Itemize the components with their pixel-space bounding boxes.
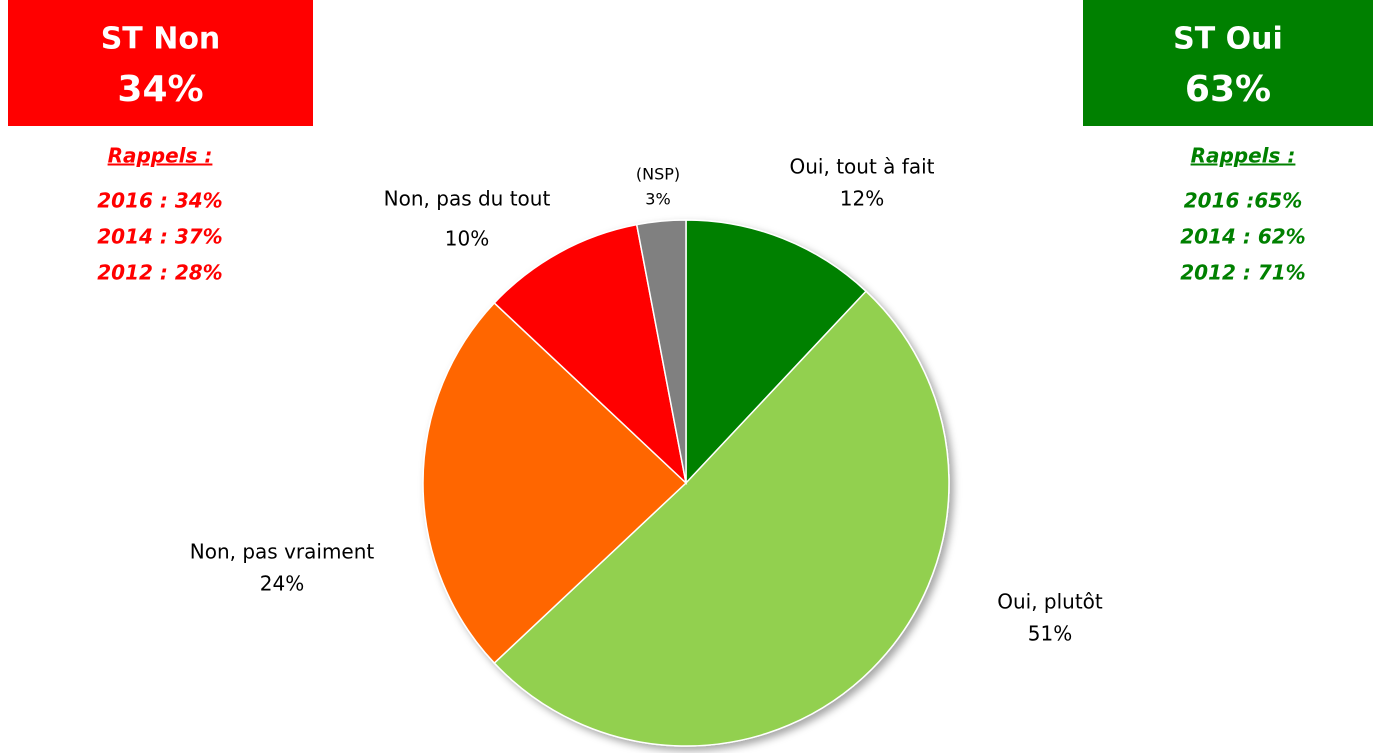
recall-item: 2016 : 34%: [97, 189, 222, 213]
summary-title: ST Oui: [1173, 22, 1283, 57]
summary-value: 34%: [117, 69, 203, 110]
pie-slice: [635, 219, 687, 484]
pie-slice: [493, 290, 950, 747]
slice-label: Non, pas vraiment: [190, 540, 375, 564]
summary-box: [8, 0, 313, 126]
slice-value-label: 10%: [445, 227, 489, 251]
slice-value-label: 3%: [645, 190, 670, 209]
slice-label: Oui, plutôt: [997, 590, 1103, 614]
pie-slice: [493, 223, 688, 486]
recall-item: 2012 : 28%: [97, 261, 222, 285]
slice-value-label: 24%: [260, 572, 304, 596]
slice-label: Oui, tout à fait: [790, 155, 935, 179]
recall-title: Rappels :: [1191, 144, 1296, 168]
pie-slice: [685, 219, 868, 485]
recall-item: 2012 : 71%: [1180, 261, 1305, 285]
summary-value: 63%: [1185, 69, 1271, 110]
slice-label: Non, pas du tout: [384, 187, 551, 211]
pie-slice: [422, 301, 688, 665]
pie: [422, 219, 950, 747]
summary-box: [1083, 0, 1373, 126]
slice-value-label: 51%: [1028, 622, 1072, 646]
slice-value-label: 12%: [840, 187, 884, 211]
recall-item: 2014 : 37%: [97, 225, 222, 249]
summary-title: ST Non: [101, 22, 221, 57]
recall-title: Rappels :: [108, 144, 213, 168]
recall-item: 2014 : 62%: [1180, 225, 1305, 249]
recall-item: 2016 :65%: [1184, 189, 1303, 213]
slice-label: (NSP): [636, 165, 680, 184]
